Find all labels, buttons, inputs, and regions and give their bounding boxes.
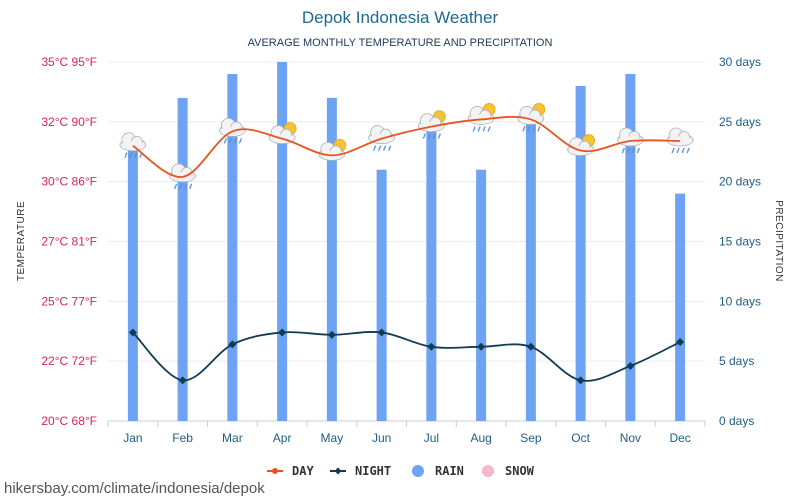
rain-bar	[575, 85, 586, 421]
left-tick-label: 20°C 68°F	[41, 414, 97, 428]
rain-bars	[127, 62, 686, 422]
left-tick-label: 30°C 86°F	[41, 175, 97, 189]
left-tick-label: 22°C 72°F	[41, 354, 97, 368]
rain-bar	[376, 169, 387, 421]
rain-bar	[177, 97, 188, 422]
x-tick-label: May	[321, 431, 344, 445]
rain-bar	[227, 73, 238, 421]
night-point	[477, 342, 486, 351]
legend-label-rain[interactable]: RAIN	[435, 464, 464, 478]
night-point	[178, 376, 187, 385]
gridlines	[107, 61, 706, 427]
right-tick-label: 20 days	[719, 175, 761, 189]
sun-cloud-icon	[567, 134, 596, 156]
night-point	[626, 361, 635, 370]
x-tick-label: Sep	[520, 431, 542, 445]
night-point	[128, 328, 137, 337]
chart-subtitle: AVERAGE MONTHLY TEMPERATURE AND PRECIPIT…	[248, 37, 553, 49]
legend-marker-night	[334, 467, 342, 475]
right-tick-label: 0 days	[719, 414, 754, 428]
night-point	[576, 376, 585, 385]
rain-bar	[625, 73, 636, 421]
right-tick-label: 30 days	[719, 55, 761, 69]
x-tick-label: Feb	[172, 431, 193, 445]
rain-bar	[127, 145, 138, 421]
rain-bar	[476, 169, 487, 421]
sun-rain-cloud-icon	[417, 110, 446, 139]
x-tick-label: Dec	[669, 431, 690, 445]
legend-label-night[interactable]: NIGHT	[355, 464, 391, 478]
legend-label-snow[interactable]: SNOW	[505, 464, 535, 478]
legend: DAY NIGHT RAIN SNOW	[267, 464, 535, 478]
right-tick-label: 5 days	[719, 354, 754, 368]
rain-bar	[426, 121, 437, 421]
x-tick-label: Jun	[372, 431, 391, 445]
x-tick-label: Mar	[222, 431, 243, 445]
x-tick-label: Jul	[424, 431, 439, 445]
night-point	[327, 330, 336, 339]
rain-bar	[277, 62, 288, 421]
right-axis-label: PRECIPITATION	[773, 200, 784, 282]
left-tick-label: 25°C 77°F	[41, 294, 97, 308]
night-point	[278, 328, 287, 337]
x-tick-label: Nov	[620, 431, 641, 445]
left-axis-label: TEMPERATURE	[16, 201, 27, 281]
right-tick-label: 25 days	[719, 115, 761, 129]
x-tick-label: Apr	[273, 431, 292, 445]
night-line	[132, 331, 681, 382]
weather-icons	[119, 103, 694, 190]
night-point	[228, 340, 237, 349]
rain-bar	[675, 193, 686, 421]
rain-bar	[326, 97, 337, 422]
x-tick-label: Oct	[571, 431, 590, 445]
chart-title: Depok Indonesia Weather	[302, 8, 499, 27]
legend-swatch-snow	[482, 465, 494, 477]
legend-label-day[interactable]: DAY	[292, 464, 314, 478]
legend-swatch-rain	[412, 465, 424, 477]
axis-ticks: 20°C 68°F 22°C 72°F 25°C 77°F 27°C 81°F 30°C…	[41, 55, 761, 445]
left-tick-label: 27°C 81°F	[41, 235, 97, 249]
day-line	[132, 115, 681, 178]
x-tick-label: Aug	[470, 431, 491, 445]
temperature-lines	[128, 115, 685, 385]
footer-link[interactable]: hikersbay.com/climate/indonesia/depok	[4, 480, 265, 497]
night-point	[526, 342, 535, 351]
rain-cloud-icon	[666, 127, 694, 154]
left-tick-label: 32°C 90°F	[41, 115, 97, 129]
right-tick-label: 15 days	[719, 235, 761, 249]
night-point	[676, 338, 685, 347]
legend-marker-day	[272, 468, 278, 474]
sun-rain-cloud-icon	[467, 103, 496, 132]
left-tick-label: 35°C 95°F	[41, 55, 97, 69]
night-point	[377, 328, 386, 337]
x-tick-label: Jan	[123, 431, 142, 445]
rain-bar	[525, 121, 536, 421]
right-tick-label: 10 days	[719, 294, 761, 308]
night-point	[427, 342, 436, 351]
